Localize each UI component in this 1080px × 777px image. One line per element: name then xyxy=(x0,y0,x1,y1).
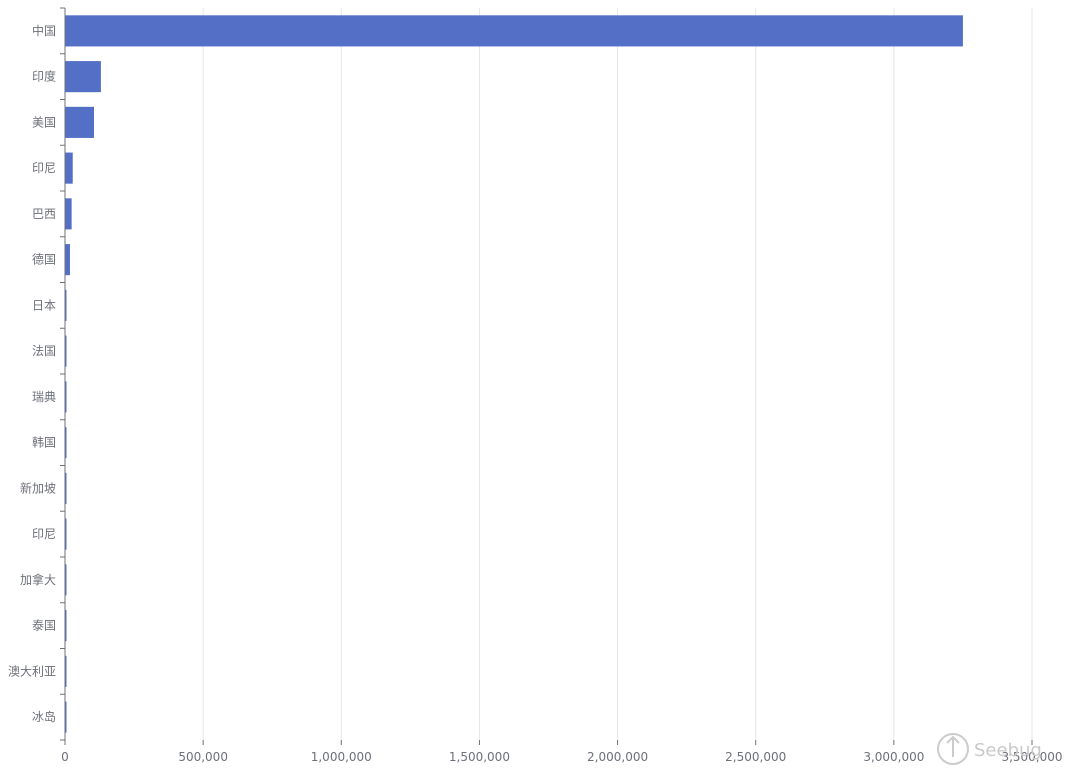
x-tick-label: 3,000,000 xyxy=(863,750,924,764)
y-tick-label: 韩国 xyxy=(32,435,56,450)
y-tick-label: 印尼 xyxy=(32,161,56,175)
y-tick-label: 印尼 xyxy=(32,527,56,541)
bar xyxy=(65,15,963,47)
bar xyxy=(65,198,72,230)
y-tick-label: 印度 xyxy=(32,69,56,84)
grid-lines xyxy=(202,8,1033,740)
bar xyxy=(65,610,67,642)
y-tick-label: 法国 xyxy=(32,344,56,358)
x-tick-label: 1,000,000 xyxy=(311,750,372,764)
x-tick-label: 500,000 xyxy=(178,750,228,764)
y-tick-label: 澳大利亚 xyxy=(8,664,56,678)
bar xyxy=(65,518,67,550)
bar xyxy=(65,61,101,93)
bars-group xyxy=(65,15,963,733)
bar xyxy=(65,427,67,459)
x-tick-label: 2,500,000 xyxy=(725,750,786,764)
y-tick-label: 泰国 xyxy=(32,619,56,633)
y-tick-label: 中国 xyxy=(32,23,56,38)
x-tick-label: 0 xyxy=(61,750,69,764)
y-tick-label: 冰岛 xyxy=(32,709,56,724)
bar xyxy=(65,381,67,413)
seebug-logo-icon xyxy=(937,733,969,765)
bar xyxy=(65,335,67,367)
x-tick-label: 3,500,000 xyxy=(1001,750,1062,764)
bar xyxy=(65,472,67,504)
bar xyxy=(65,152,73,184)
x-tick-label: 1,500,000 xyxy=(449,750,510,764)
bar xyxy=(65,701,67,733)
bar xyxy=(65,289,67,321)
y-tick-label: 新加坡 xyxy=(20,480,56,495)
y-tick-label: 德国 xyxy=(32,252,56,267)
x-axis: 0 500,000 1,000,000 1,500,000 2,000,000 2,500… xyxy=(61,740,1063,764)
watermark: Seebug xyxy=(937,733,1042,765)
y-tick-label: 日本 xyxy=(32,298,56,312)
seebug-logo-mark xyxy=(946,735,960,757)
y-tick-label: 巴西 xyxy=(32,207,56,221)
y-tick-label: 瑞典 xyxy=(32,390,56,404)
bar xyxy=(65,106,95,138)
x-tick-label: 2,000,000 xyxy=(587,750,648,764)
y-tick-label: 美国 xyxy=(32,115,56,129)
bar xyxy=(65,655,67,687)
watermark-text: Seebug xyxy=(974,740,1042,761)
y-tick-label: 加拿大 xyxy=(20,572,56,587)
bar xyxy=(65,244,70,276)
bar xyxy=(65,564,67,596)
